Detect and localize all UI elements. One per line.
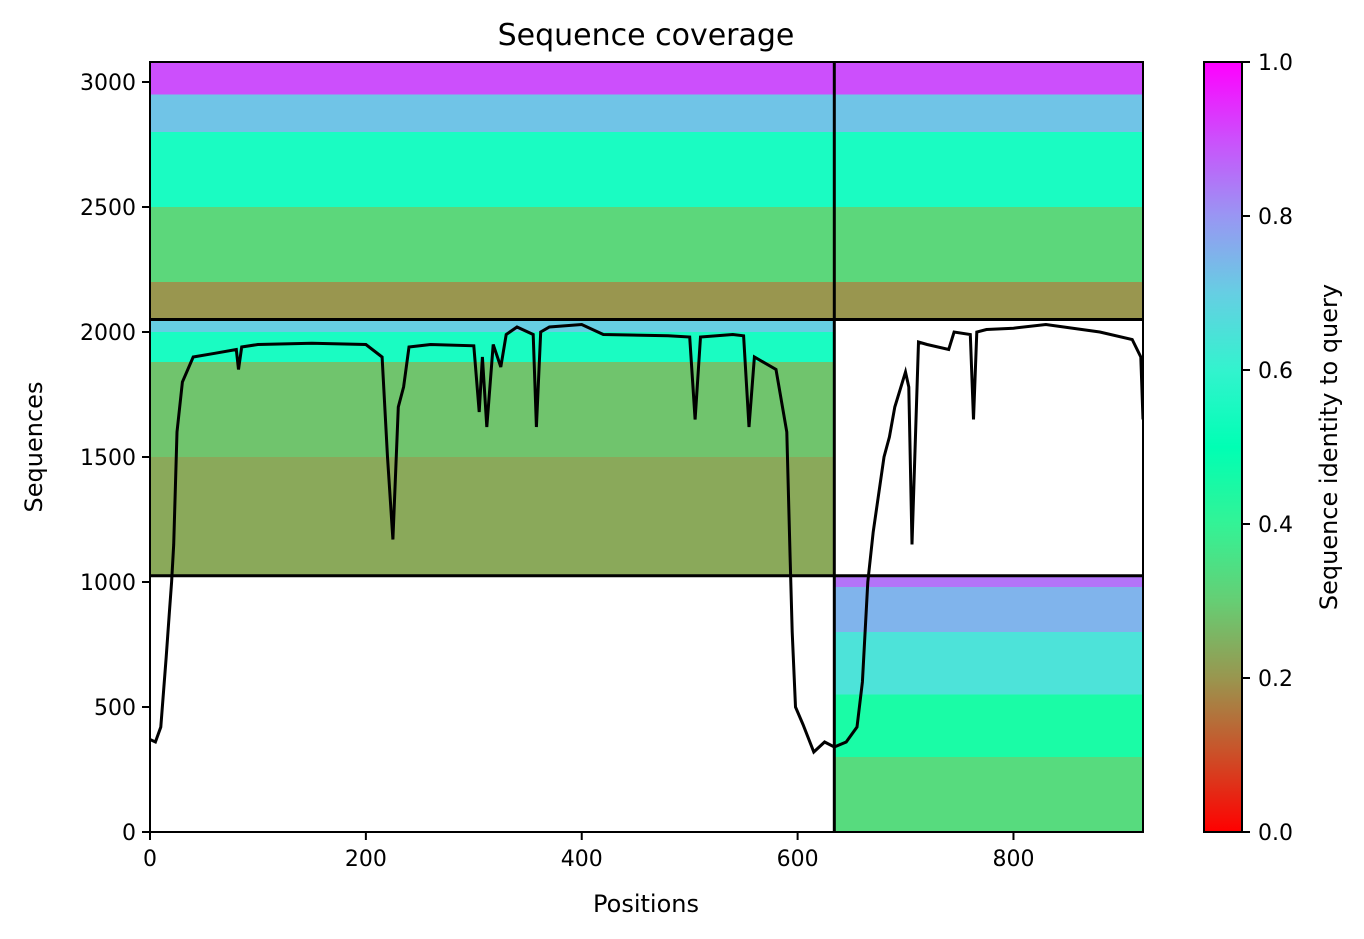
coverage-band-paired-0-1	[150, 207, 835, 282]
coverage-band-chain-2-3-3	[834, 587, 1143, 632]
coverage-band-chain-2-3-2	[834, 632, 1143, 695]
coverage-band-paired-1-4	[834, 62, 1143, 95]
y-tick-label: 1000	[80, 571, 136, 596]
coverage-band-chain-2-3-1	[834, 694, 1143, 757]
colorbar-tick-label: 0.0	[1258, 821, 1293, 846]
coverage-band-paired-0-3	[150, 94, 835, 132]
x-tick-label: 0	[143, 847, 157, 872]
colorbar-tick-label: 0.8	[1258, 205, 1293, 230]
y-axis-ticks: 0 500 1000 1500 2000 2500 3000	[80, 71, 150, 846]
coverage-band-chain-2-3-4	[834, 575, 1143, 587]
coverage-band-paired-1-2	[834, 132, 1143, 207]
x-axis-label: Positions	[593, 890, 699, 918]
coverage-band-paired-0-2	[150, 132, 835, 207]
coverage-band-chain-1-2-0	[150, 457, 835, 576]
coverage-band-chain-2-3-0	[834, 757, 1143, 832]
y-tick-label: 2500	[80, 196, 136, 221]
x-axis-ticks: 0 200 400 600 800	[143, 832, 1034, 872]
colorbar-tick-label: 0.4	[1258, 513, 1293, 538]
coverage-band-paired-1-3	[834, 94, 1143, 132]
colorbar-tick-label: 0.6	[1258, 359, 1293, 384]
x-tick-label: 200	[345, 847, 387, 872]
colorbar-tick-label: 0.2	[1258, 667, 1293, 692]
chart-title: Sequence coverage	[498, 18, 795, 53]
coverage-blocks	[150, 62, 1143, 832]
x-tick-label: 400	[561, 847, 603, 872]
coverage-band-paired-1-0	[834, 282, 1143, 320]
coverage-band-chain-1-2-1	[150, 362, 835, 457]
colorbar	[1203, 61, 1243, 833]
colorbar-label: Sequence identity to query	[1315, 284, 1343, 610]
x-tick-label: 800	[992, 847, 1034, 872]
y-tick-label: 500	[94, 696, 136, 721]
y-tick-label: 1500	[80, 446, 136, 471]
coverage-band-paired-0-4	[150, 62, 835, 95]
y-tick-label: 2000	[80, 321, 136, 346]
coverage-band-chain-1-2-3	[150, 319, 835, 332]
y-tick-label: 0	[122, 821, 136, 846]
y-axis-label: Sequences	[20, 382, 48, 513]
x-tick-label: 600	[777, 847, 819, 872]
coverage-line	[150, 322, 1143, 755]
block-boundaries	[150, 62, 1143, 832]
y-tick-label: 3000	[80, 71, 136, 96]
colorbar-tick-label: 1.0	[1258, 51, 1293, 76]
coverage-band-paired-0-0	[150, 282, 835, 320]
coverage-band-paired-1-1	[834, 207, 1143, 282]
plot-frame	[149, 61, 1144, 833]
colorbar-ticks: 0.0 0.2 0.4 0.6 0.8 1.0	[1242, 51, 1293, 846]
